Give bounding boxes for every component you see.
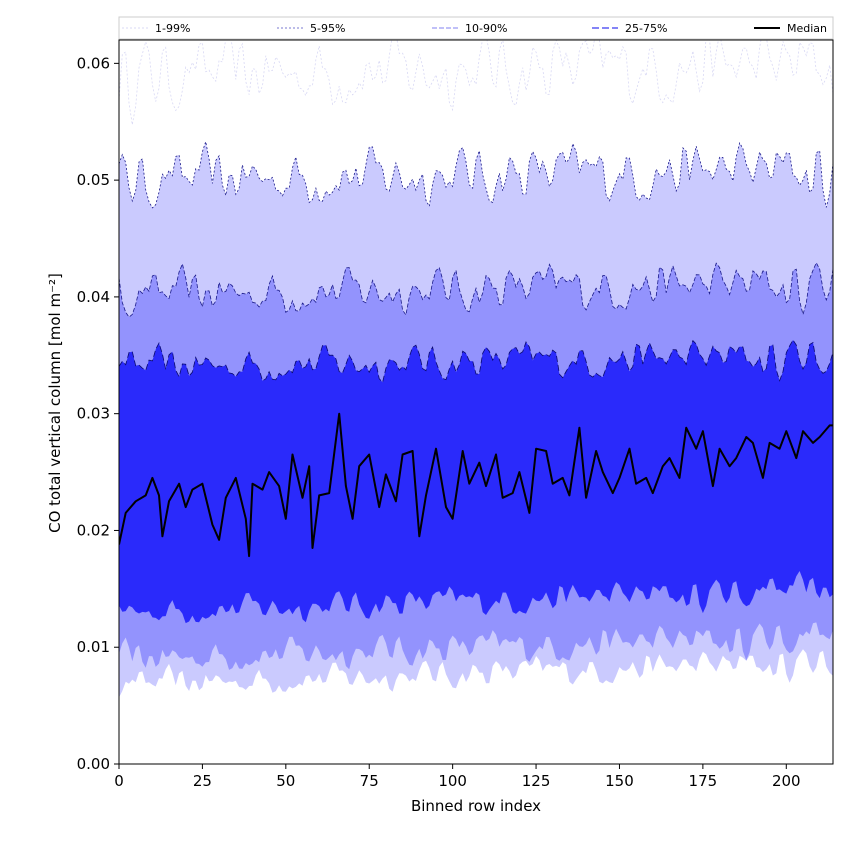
plot-area — [119, 40, 833, 764]
band-upper-line-5-95% — [119, 140, 833, 209]
x-tick-label: 50 — [276, 772, 295, 790]
x-tick-label: 150 — [605, 772, 634, 790]
y-tick-label: 0.04 — [77, 288, 110, 306]
legend-label: Median — [787, 22, 827, 35]
legend-label: 5-95% — [310, 22, 345, 35]
legend: 1-99% 5-95% 10-90% 25-75% Median — [118, 16, 834, 40]
x-tick-label: 200 — [772, 772, 801, 790]
legend-label: 25-75% — [625, 22, 667, 35]
axes: 0 25 50 75 100 125 150 175 200 0.00 0.01 0.02 0.03 0.… — [77, 39, 834, 790]
x-tick-label: 125 — [522, 772, 551, 790]
x-tick-label: 0 — [114, 772, 124, 790]
x-tick-label: 75 — [360, 772, 379, 790]
x-tick-label: 25 — [193, 772, 212, 790]
band-upper-line-1-99% — [119, 40, 833, 125]
legend-label: 1-99% — [155, 22, 190, 35]
y-tick-label: 0.02 — [77, 521, 110, 539]
y-axis-label: CO total vertical column [mol m⁻²] — [46, 273, 64, 533]
y-tick-label: 0.05 — [77, 171, 110, 189]
band-25-75% — [119, 340, 833, 624]
plot-frame — [118, 39, 834, 765]
band-upper-line-10-90% — [119, 261, 833, 318]
y-tick-label: 0.06 — [77, 54, 110, 72]
x-axis-label: Binned row index — [411, 797, 541, 815]
median-line — [119, 412, 833, 558]
legend-box — [118, 16, 834, 40]
band-upper-line-25-75% — [119, 339, 833, 384]
legend-label: 10-90% — [465, 22, 507, 35]
y-tick-label: 0.03 — [77, 405, 110, 423]
x-tick-label: 100 — [438, 772, 467, 790]
y-tick-label: 0.00 — [77, 755, 110, 773]
x-tick-label: 175 — [689, 772, 718, 790]
y-tick-label: 0.01 — [77, 638, 110, 656]
